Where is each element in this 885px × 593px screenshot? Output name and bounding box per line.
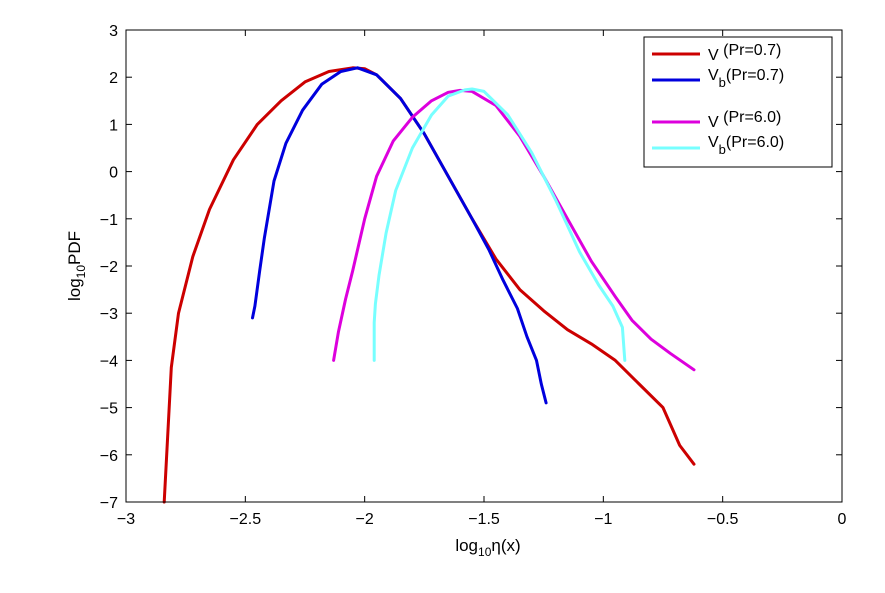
y-axis-label-rest: PDF xyxy=(65,231,84,265)
y-tick-label-1: −6 xyxy=(100,448,118,465)
legend-label-1-main: V xyxy=(708,67,719,84)
legend-label-2-main: V xyxy=(708,114,719,131)
legend-label-2-rest: (Pr=6.0) xyxy=(719,109,782,126)
y-axis-label: log10PDF xyxy=(65,231,88,301)
x-tick-label-5: −0.5 xyxy=(707,511,739,528)
x-tick-label-4: −1 xyxy=(594,511,612,528)
y-tick-label-8: 1 xyxy=(109,117,118,134)
y-tick-label-0: −7 xyxy=(100,495,118,512)
legend-label-3-rest: (Pr=6.0) xyxy=(726,134,784,151)
y-axis-label-sub: 10 xyxy=(74,265,88,279)
series-line-1 xyxy=(251,66,548,405)
y-tick-label-6: −1 xyxy=(100,212,118,229)
legend-box xyxy=(643,36,833,168)
x-tick-label-2: −2 xyxy=(356,511,374,528)
tick-layer: −3 −2.5 −2 −1.5 −1 −0.5 0 −7 −6 −5 −4 −3 −2 −1 0 1 2 3 xyxy=(100,23,847,528)
x-axis-label-sub: 10 xyxy=(478,545,492,559)
legend: V (Pr=0.7) Vb(Pr=0.7) V (Pr=6.0) Vb(Pr=6… xyxy=(643,36,833,168)
legend-label-0: V (Pr=0.7) xyxy=(708,42,781,64)
series-layer xyxy=(162,66,696,504)
x-tick-label-0: −3 xyxy=(117,511,135,528)
y-tick-label-4: −3 xyxy=(100,306,118,323)
y-tick-label-9: 2 xyxy=(109,70,118,87)
x-axis-label: log10η(x) xyxy=(455,536,520,559)
legend-label-1: Vb(Pr=0.7) xyxy=(708,67,784,90)
y-tick-label-5: −2 xyxy=(100,259,118,276)
legend-label-3-main: V xyxy=(708,134,719,151)
x-tick-label-1: −2.5 xyxy=(230,511,262,528)
series-line-3 xyxy=(372,87,627,362)
y-axis-label-base: log xyxy=(65,278,84,301)
x-tick-label-3: −1.5 xyxy=(468,511,500,528)
y-tick-label-3: −4 xyxy=(100,353,118,370)
legend-label-1-sub: b xyxy=(719,75,726,90)
y-tick-label-7: 0 xyxy=(109,165,118,182)
legend-label-3-sub: b xyxy=(719,142,726,157)
x-axis-label-base: log xyxy=(455,536,478,555)
x-axis-label-rest: η(x) xyxy=(491,536,520,555)
y-tick-label-10: 3 xyxy=(109,23,118,40)
legend-label-2: V (Pr=6.0) xyxy=(708,109,781,131)
y-tick-label-2: −5 xyxy=(100,401,118,418)
legend-label-0-main: V xyxy=(708,47,719,64)
legend-label-0-rest: (Pr=0.7) xyxy=(719,42,782,59)
legend-label-3: Vb(Pr=6.0) xyxy=(708,134,784,157)
x-tick-label-6: 0 xyxy=(838,511,847,528)
legend-label-1-rest: (Pr=0.7) xyxy=(726,67,784,84)
